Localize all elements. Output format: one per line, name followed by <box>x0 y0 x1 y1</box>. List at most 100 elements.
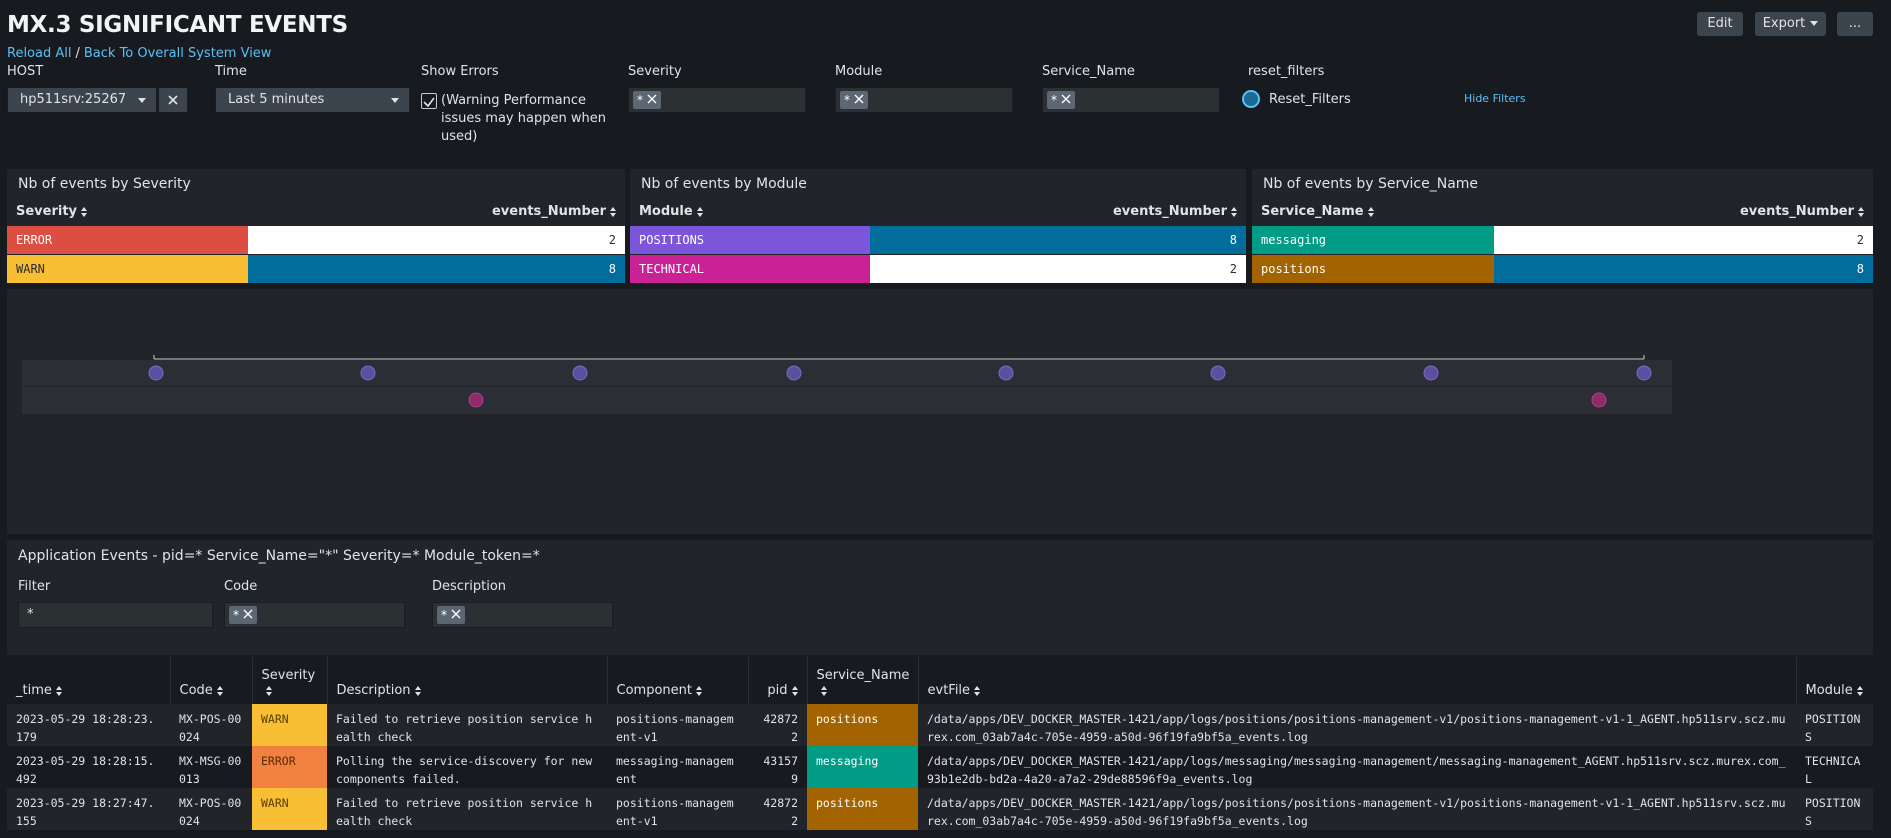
event-dot <box>786 365 802 381</box>
sort-icon[interactable] <box>1367 206 1374 217</box>
caret <box>1810 21 1819 26</box>
service_name-multiselect[interactable]: * <box>1042 87 1220 113</box>
filter-label: Description <box>432 579 507 594</box>
header-row: Service_Name events_Number <box>1252 198 1873 226</box>
event-dot <box>360 365 376 381</box>
column-header[interactable]: evtFile <box>917 657 1796 704</box>
sort-icon[interactable] <box>1858 206 1864 217</box>
column-header[interactable]: Module <box>630 198 870 226</box>
column-header[interactable]: Description <box>326 657 607 704</box>
column-name: Service_Name <box>1261 204 1364 219</box>
event-dot <box>468 392 484 408</box>
column-header[interactable]: Module <box>1795 657 1873 704</box>
filter-input[interactable]: * <box>432 602 613 628</box>
sort-icon[interactable] <box>81 206 88 217</box>
row: ERROR 2 <box>7 225 625 255</box>
remove-icon <box>1061 94 1071 104</box>
summary-table: Severity events_Number ERROR 2 WARN 8 <box>7 198 625 283</box>
column-header[interactable]: Service_Name <box>1252 198 1494 226</box>
filter-label: Show Errors <box>421 64 499 79</box>
module-multiselect[interactable]: * <box>835 87 1013 113</box>
tick-label: 18:28:00 <box>1480 344 1534 358</box>
host-value: hp511srv:25267 <box>20 92 127 107</box>
radio[interactable] <box>1242 90 1260 108</box>
link[interactable]: Back To Overall System View <box>83 46 272 61</box>
remove-icon <box>854 94 864 104</box>
sort-icon[interactable] <box>974 685 981 696</box>
header-row: Severity events_Number <box>7 198 625 226</box>
host-clear[interactable] <box>158 87 188 113</box>
link[interactable]: Reload All <box>7 46 72 61</box>
title: MX.3 SIGNIFICANT EVENTS <box>7 12 348 38</box>
button[interactable]: Export <box>1755 12 1826 36</box>
sort-icon[interactable] <box>1231 206 1237 217</box>
column-header[interactable]: Severity <box>251 657 327 704</box>
cell: POSITIONS <box>1805 796 1861 828</box>
host-select[interactable]: hp511srv:25267 <box>7 87 157 113</box>
column-header[interactable]: pid <box>747 657 807 704</box>
cell: POSITIONS <box>1805 712 1861 744</box>
cell: positions <box>807 788 918 830</box>
sort-icon[interactable] <box>696 206 703 217</box>
sort-icon[interactable] <box>1856 685 1863 696</box>
event-dot <box>1210 365 1226 381</box>
sort-icon[interactable] <box>414 685 421 696</box>
filter-label: Module <box>835 64 883 79</box>
button[interactable]: Edit <box>1697 12 1743 36</box>
sort-icon[interactable] <box>610 206 616 217</box>
row: positions 8 <box>1252 254 1873 283</box>
severity-multiselect[interactable]: * <box>628 87 806 113</box>
remove-icon <box>243 609 253 619</box>
tick-label: 18:26:00 <box>772 344 826 358</box>
column-header[interactable]: Component <box>606 657 748 704</box>
cell: 431579 <box>763 754 798 786</box>
sort-icon[interactable] <box>55 685 62 696</box>
column-name: Severity <box>261 668 316 683</box>
cell: messaging <box>807 746 918 788</box>
event-dot <box>1423 365 1439 381</box>
links: Reload All / Back To Overall System View <box>7 46 271 61</box>
filter-label: Severity <box>628 64 682 79</box>
sort-icon[interactable] <box>265 685 272 696</box>
clear-icon <box>168 95 178 105</box>
summary-table: Module events_Number POSITIONS 8 TECHNICAL 2 <box>630 198 1246 283</box>
column-header[interactable]: Service_Name <box>806 657 918 704</box>
column-header[interactable]: Severity <box>7 198 248 226</box>
column-name: events_Number <box>1739 204 1854 219</box>
button-label: Edit <box>1707 16 1733 31</box>
time-select[interactable]: Last 5 minutes <box>215 87 410 113</box>
column-name: events_Number <box>491 204 606 219</box>
row: POSITIONS 8 <box>630 225 1246 255</box>
panel-title: Nb of events by Service_Name <box>1263 176 1479 192</box>
cell: 428722 <box>763 796 798 828</box>
event-dot <box>998 365 1014 381</box>
sort-icon[interactable] <box>820 685 827 696</box>
sort-icon[interactable] <box>695 685 702 696</box>
cell: positions-management-v1 <box>616 796 734 828</box>
column-header[interactable]: events_Number <box>870 198 1246 226</box>
cell: MX-POS-00024 <box>179 712 242 744</box>
column-header[interactable]: events_Number <box>1494 198 1873 226</box>
row: 2023-05-29 18:28:23.179 MX-POS-00024 WARN F… <box>7 704 1873 746</box>
cell: WARN <box>252 704 327 746</box>
token: * <box>229 606 257 624</box>
time-value: Last 5 minutes <box>228 92 325 107</box>
filter-text: * <box>27 607 34 622</box>
separator: / <box>75 46 80 61</box>
button[interactable]: ... <box>1837 12 1873 36</box>
timeline-row <box>22 360 1672 386</box>
column-name: Component <box>616 683 692 698</box>
column-header[interactable]: _time <box>7 657 170 704</box>
column-header[interactable]: events_Number <box>248 198 625 226</box>
sort-icon[interactable] <box>216 685 223 696</box>
filter-input[interactable]: * <box>224 602 405 628</box>
hide-filters[interactable]: Hide Filters <box>1464 92 1526 105</box>
cell: /data/apps/DEV_DOCKER_MASTER-1421/app/lo… <box>927 796 1786 828</box>
sort-icon[interactable] <box>791 685 798 696</box>
column-header[interactable]: Code <box>169 657 252 704</box>
tick-label: 18:26:30 <box>949 344 1003 358</box>
filter-input[interactable]: * <box>18 602 213 628</box>
summary-panel: Nb of events by Severity Severity events_N… <box>7 169 625 283</box>
checkbox[interactable] <box>421 93 437 109</box>
checkbox-label: (Warning Performance issues may happen w… <box>441 93 606 144</box>
